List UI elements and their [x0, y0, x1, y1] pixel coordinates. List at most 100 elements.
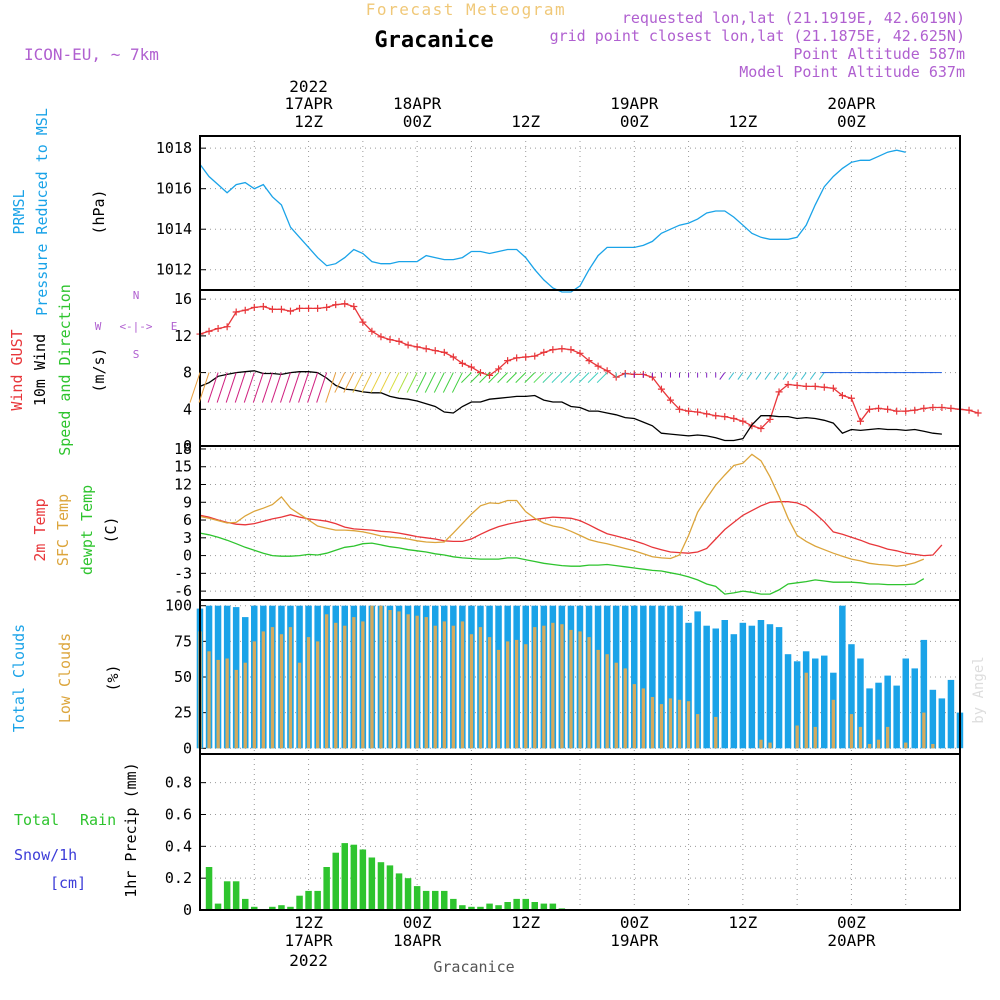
y-tick-label: 3: [183, 529, 192, 547]
bar-total-clouds: [839, 605, 846, 749]
bar-total-rain: [468, 906, 475, 910]
top-date-label: 19APR: [610, 94, 659, 113]
bar-total-clouds: [857, 658, 864, 749]
bar-total-clouds: [640, 605, 647, 749]
bar-total-rain: [432, 890, 439, 910]
y-tick-label: 50: [174, 668, 192, 686]
compass-s: S: [133, 348, 140, 361]
bar-low-clouds: [261, 631, 265, 749]
bottom-date-label: 18APR: [393, 931, 442, 950]
bar-low-clouds: [876, 739, 881, 749]
series-line-dewpt-temp: [199, 532, 925, 595]
label-celsius: (C): [102, 516, 120, 543]
gust-marker: [811, 382, 819, 390]
bar-low-clouds: [560, 624, 564, 749]
panel-frame: [199, 289, 961, 447]
info-point-altitude: Point Altitude 587m: [793, 45, 965, 63]
bar-total-rain: [486, 903, 493, 910]
bar-low-clouds: [469, 634, 474, 749]
series-line-10m-wind: [199, 370, 942, 442]
bar-low-clouds: [904, 742, 908, 749]
label-prmsl: PRMSL: [10, 189, 28, 234]
label-percent: (%): [104, 664, 122, 691]
gust-marker: [467, 363, 475, 371]
wind-arrow: [225, 372, 237, 403]
bar-low-clouds: [849, 714, 854, 749]
wind-arrow: [270, 372, 282, 403]
bar-low-clouds: [677, 699, 682, 749]
bar-total-clouds: [685, 622, 692, 749]
wind-arrow: [551, 372, 563, 383]
y-tick-label: 0.8: [165, 774, 192, 792]
gust-marker: [929, 403, 937, 411]
bar-low-clouds: [922, 712, 926, 749]
gust-marker: [386, 336, 394, 344]
bar-low-clouds: [650, 697, 655, 749]
gust-marker: [522, 353, 530, 361]
gust-marker: [766, 415, 774, 423]
bar-low-clouds: [578, 631, 582, 749]
bar-total-clouds: [784, 654, 792, 749]
gust-marker: [513, 354, 521, 362]
bar-total-clouds: [793, 661, 801, 749]
wind-arrow: [560, 372, 572, 383]
wind-arrow: [596, 372, 608, 383]
bar-total-clouds: [848, 644, 855, 749]
top-hour-label: 00Z: [620, 112, 649, 131]
bottom-date-label: 19APR: [610, 931, 659, 950]
gust-marker: [332, 301, 340, 309]
bar-low-clouds: [451, 625, 455, 749]
bar-low-clouds: [641, 688, 645, 749]
bar-low-clouds: [306, 637, 311, 749]
gust-marker: [784, 381, 792, 389]
wind-arrow: [298, 372, 310, 403]
wind-arrow: [569, 372, 581, 383]
wind-arrow: [243, 372, 255, 403]
wind-arrow: [746, 372, 753, 380]
wind-arrow: [719, 372, 726, 380]
wind-arrow: [451, 372, 463, 393]
gust-marker: [730, 414, 738, 422]
bottom-hour-label: 00Z: [837, 913, 866, 932]
bar-low-clouds: [515, 639, 519, 749]
gust-marker: [314, 304, 322, 312]
gust-marker: [250, 303, 258, 311]
bar-total-clouds: [775, 627, 783, 749]
bar-total-rain: [395, 873, 403, 910]
wind-arrow: [261, 372, 273, 403]
wind-arrow: [370, 372, 382, 393]
y-tick-label: 75: [174, 632, 192, 650]
bar-low-clouds: [569, 629, 573, 749]
wind-arrow: [791, 372, 798, 380]
bar-total-rain: [377, 862, 385, 910]
label-speed-direction: Speed and Direction: [56, 284, 74, 456]
bar-total-clouds: [739, 622, 747, 749]
bar-low-clouds: [623, 668, 627, 749]
bar-total-rain: [242, 898, 249, 910]
bar-low-clouds: [867, 744, 872, 749]
wind-arrow: [470, 372, 481, 383]
label-wind-gust: Wind GUST: [8, 329, 26, 410]
compass-legend: N <-|-> W E S: [95, 289, 178, 361]
bar-low-clouds: [207, 651, 211, 749]
bar-low-clouds: [370, 605, 374, 749]
wind-arrow: [542, 372, 554, 383]
y-tick-label: 1016: [156, 180, 192, 198]
gust-marker: [694, 408, 702, 416]
station-title: Gracanice: [374, 28, 493, 53]
bar-low-clouds: [279, 634, 284, 749]
bar-low-clouds: [325, 614, 329, 749]
wind-arrow: [533, 372, 545, 383]
bar-low-clouds: [813, 726, 817, 749]
gust-marker: [323, 303, 331, 311]
bar-low-clouds: [886, 726, 890, 749]
wind-arrow: [207, 372, 219, 403]
gust-marker: [368, 327, 376, 335]
series-line-2m-temp: [199, 501, 943, 557]
bar-total-rain: [540, 903, 548, 910]
supertitle: Forecast Meteogram: [366, 0, 566, 19]
wind-arrow: [352, 372, 364, 393]
wind-arrow: [424, 372, 436, 393]
wind-arrow: [189, 372, 201, 403]
